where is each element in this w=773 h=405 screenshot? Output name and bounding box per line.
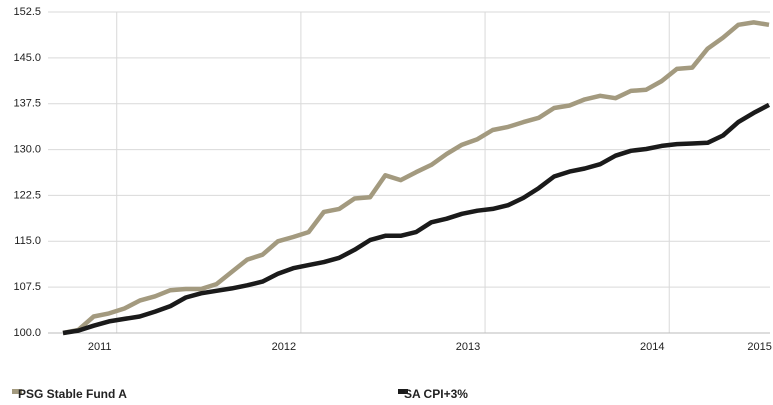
x-tick-label: 2014 xyxy=(640,341,664,353)
y-tick-label: 145.0 xyxy=(13,52,41,64)
x-tick-label: 2011 xyxy=(88,341,112,353)
x-tick-label: 2015 xyxy=(747,341,771,353)
series-line xyxy=(62,20,770,336)
legend-swatch xyxy=(398,389,408,394)
legend-swatch xyxy=(12,389,22,394)
y-tick-label: 100.0 xyxy=(13,327,41,339)
x-tick-label: 2013 xyxy=(456,341,480,353)
y-tick-label: 130.0 xyxy=(13,143,41,155)
legend-label: SA CPI+3% xyxy=(404,387,468,401)
y-tick-label: 115.0 xyxy=(14,235,41,247)
y-tick-label: 137.5 xyxy=(13,98,41,110)
y-tick-label: 152.5 xyxy=(13,6,41,18)
legend-label: PSG Stable Fund A xyxy=(18,387,127,401)
series-line xyxy=(62,102,771,336)
y-tick-label: 122.5 xyxy=(13,189,41,201)
y-tick-label: 107.5 xyxy=(13,281,41,293)
x-tick-label: 2012 xyxy=(272,341,296,353)
